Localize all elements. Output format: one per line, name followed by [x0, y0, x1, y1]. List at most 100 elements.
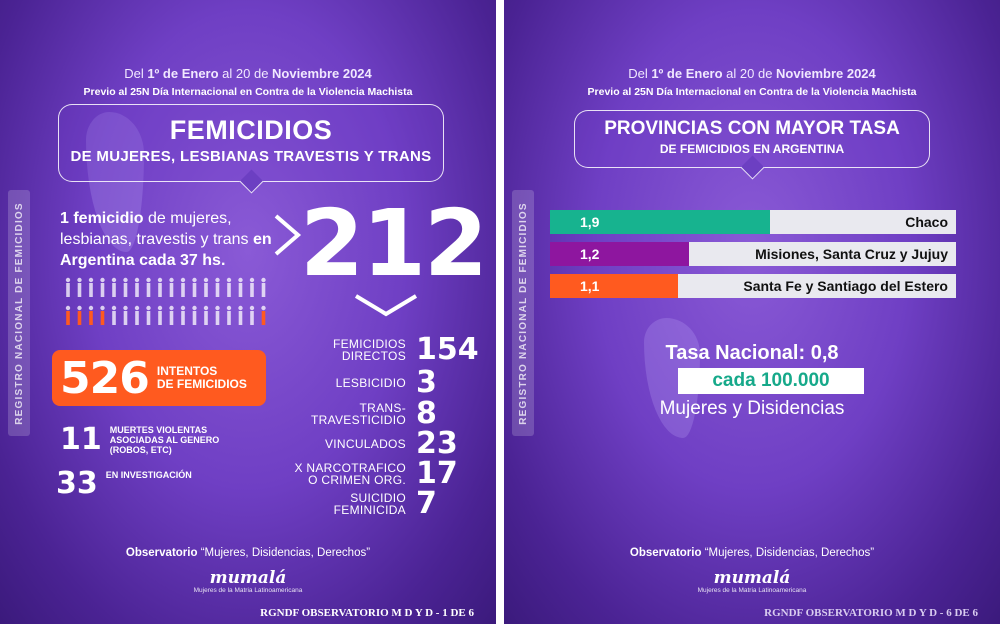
person-icon — [123, 277, 128, 283]
date-range: Del 1º de Enero al 20 de Noviembre 2024 — [124, 66, 372, 81]
person-icon — [250, 283, 254, 297]
chevron-down-icon — [354, 294, 418, 317]
person-icon — [227, 283, 231, 297]
person-icon — [123, 283, 128, 297]
people-figures-icon — [65, 277, 266, 325]
chevron-right-icon — [274, 214, 302, 256]
person-icon — [226, 305, 232, 311]
person-icon — [238, 283, 243, 297]
rate-province: Misiones, Santa Cruz y Jujuy — [755, 246, 948, 262]
person-icon — [158, 283, 162, 297]
attempts-value: 526 — [60, 352, 150, 404]
person-icon — [66, 283, 70, 297]
person-icon — [89, 311, 93, 325]
person-icon — [134, 277, 140, 283]
person-icon — [123, 311, 128, 325]
person-icon — [181, 283, 185, 297]
person-icon — [249, 277, 255, 283]
person-icon — [180, 305, 186, 311]
person-icon — [100, 311, 105, 325]
category-row: X NARCOTRAFICO O CRIMEN ORG. 17 — [294, 456, 458, 491]
person-icon — [226, 277, 232, 283]
person-icon — [204, 283, 208, 297]
person-icon — [146, 311, 151, 325]
attempts-box: 526 INTENTOS DE FEMICIDIOS — [52, 350, 266, 406]
category-row: LESBICIDIO 3 — [335, 365, 437, 400]
lead-text: 1 femicidio de mujeres, lesbianas, trave… — [60, 210, 272, 269]
category-row: VINCULADOS 23 — [324, 426, 458, 461]
person-icon — [158, 311, 162, 325]
person-icon — [88, 277, 94, 283]
subtitle: Previo al 25N Día Internacional en Contr… — [587, 86, 917, 98]
subtitle: Previo al 25N Día Internacional en Contr… — [83, 86, 413, 98]
person-icon — [169, 305, 174, 311]
person-icon — [146, 283, 151, 297]
vertical-banner: REGISTRO NACIONAL DE FEMICIDIOS — [512, 190, 534, 436]
title-bubble: FEMICIDIOS DE MUJERES, LESBIANAS TRAVEST… — [58, 104, 444, 182]
person-icon — [169, 283, 174, 297]
person-icon — [65, 277, 71, 283]
person-icon — [134, 305, 140, 311]
person-icon — [135, 283, 139, 297]
person-icon — [238, 305, 243, 311]
person-icon — [261, 283, 266, 297]
person-icon — [192, 283, 197, 297]
person-icon — [88, 305, 94, 311]
person-icon — [100, 277, 105, 283]
rate-province: Santa Fe y Santiago del Estero — [743, 278, 948, 294]
footer-caption: RGNDF OBSERVATORIO M D Y D - 6 DE 6 — [764, 607, 978, 619]
person-icon — [203, 277, 209, 283]
rate-bar: 1,2 — [550, 242, 689, 266]
footer-caption: RGNDF OBSERVATORIO M D Y D - 1 DE 6 — [260, 607, 474, 619]
person-icon — [192, 311, 197, 325]
observatorio-credit: Observatorio “Mujeres, Disidencias, Dere… — [629, 547, 875, 559]
person-icon — [181, 311, 185, 325]
national-unit-box: cada 100.000 — [678, 368, 864, 394]
person-icon — [238, 311, 243, 325]
person-icon — [261, 311, 266, 325]
violent-deaths-stat: 11 MUERTES VIOLENTAS ASOCIADAS AL GENERO… — [60, 422, 220, 457]
rate-bar: 1,1 — [550, 274, 678, 298]
person-icon — [157, 305, 163, 311]
page-title-sub: DE MUJERES, LESBIANAS TRAVESTIS Y TRANS — [70, 148, 432, 165]
person-icon — [227, 311, 231, 325]
rate-row-misiones: 1,2 Misiones, Santa Cruz y Jujuy — [550, 242, 956, 266]
person-icon — [100, 283, 105, 297]
national-unit: cada 100.000 — [712, 370, 830, 391]
category-row: TRANS- TRAVESTICIDIO 8 — [310, 396, 437, 431]
person-icon — [261, 305, 266, 311]
observatorio-credit: Observatorio “Mujeres, Disidencias, Dere… — [125, 547, 371, 559]
vertical-banner: REGISTRO NACIONAL DE FEMICIDIOS — [8, 190, 30, 436]
person-icon — [111, 277, 117, 283]
mumala-logo: mumalá Mujeres de la Matria Latinoameric… — [697, 568, 807, 594]
person-icon — [77, 277, 82, 283]
person-icon — [169, 311, 174, 325]
person-icon — [192, 277, 197, 283]
person-icon — [135, 311, 139, 325]
page-title-sub: DE FEMICIDIOS EN ARGENTINA — [659, 142, 845, 156]
person-icon — [180, 277, 186, 283]
person-icon — [111, 305, 117, 311]
category-row: FEMICIDIOS DIRECTOS 154 — [332, 332, 479, 367]
person-icon — [203, 305, 209, 311]
infographic-provincias: REGISTRO NACIONAL DE FEMICIDIOS Del 1º d… — [504, 0, 1000, 624]
person-icon — [261, 277, 266, 283]
person-icon — [146, 277, 151, 283]
person-icon — [250, 311, 254, 325]
rate-row-santafe: 1,1 Santa Fe y Santiago del Estero — [550, 274, 956, 298]
total-femicidios: 212 — [300, 190, 488, 297]
person-icon — [215, 311, 220, 325]
person-icon — [215, 305, 220, 311]
person-icon — [89, 283, 93, 297]
person-icon — [169, 277, 174, 283]
person-icon — [112, 311, 116, 325]
date-range: Del 1º de Enero al 20 de Noviembre 2024 — [628, 66, 876, 81]
vertical-banner-text: REGISTRO NACIONAL DE FEMICIDIOS — [517, 201, 529, 425]
person-icon — [100, 305, 105, 311]
person-icon — [65, 305, 71, 311]
person-icon — [238, 277, 243, 283]
page-title: FEMICIDIOS — [169, 115, 333, 145]
person-icon — [66, 311, 70, 325]
category-row: SUICIDIO FEMINICIDA 7 — [333, 486, 437, 521]
person-icon — [146, 305, 151, 311]
